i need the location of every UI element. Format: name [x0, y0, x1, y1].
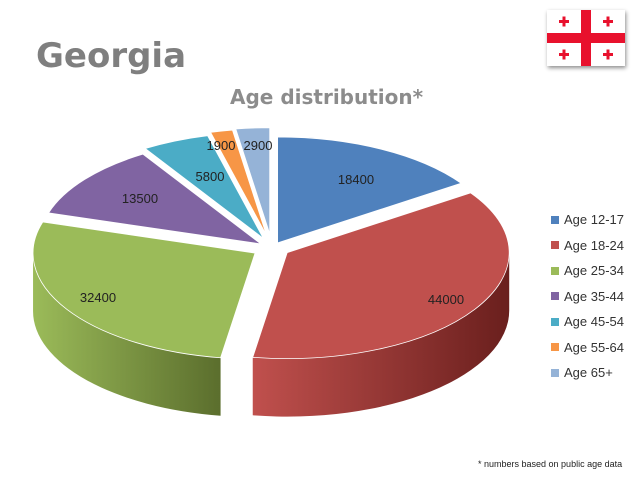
legend-item: Age 35-44	[551, 284, 624, 310]
legend-swatch	[551, 343, 559, 352]
data-label: 2900	[244, 138, 273, 153]
legend-label: Age 45-54	[564, 314, 624, 330]
page-title: Georgia	[36, 36, 187, 76]
flag-small-cross-4-v	[606, 49, 610, 60]
pie-slice-age-45-54	[144, 135, 264, 239]
legend-swatch	[551, 241, 559, 250]
pie-slice-age-25-34	[32, 221, 256, 359]
legend-item: Age 25-34	[551, 258, 624, 284]
legend-swatch	[551, 292, 559, 301]
pie-slice-side-age-25-34	[33, 253, 221, 416]
legend-item: Age 12-17	[551, 207, 624, 233]
legend-label: Age 12-17	[564, 212, 624, 228]
legend-label: Age 18-24	[564, 237, 624, 253]
footnote: * numbers based on public age data	[478, 459, 623, 469]
legend-item: Age 45-54	[551, 309, 624, 335]
legend-swatch	[551, 266, 559, 275]
legend-item: Age 65+	[551, 360, 624, 386]
legend-item: Age 18-24	[551, 233, 624, 259]
data-label: 18400	[338, 172, 374, 187]
georgia-flag	[547, 10, 625, 66]
legend-label: Age 65+	[564, 365, 613, 381]
pie-slice-side-age-18-24	[252, 252, 510, 417]
pie-slice-age-12-17	[277, 136, 462, 244]
legend-label: Age 55-64	[564, 339, 624, 355]
flag-cross-horizontal	[547, 33, 625, 43]
chart-legend: Age 12-17 Age 18-24 Age 25-34 Age 35-44 Age …	[551, 207, 624, 386]
flag-crosses	[547, 10, 625, 66]
flag-small-cross-1-v	[562, 16, 566, 27]
data-label: 5800	[196, 169, 225, 184]
pie-slice-age-65-	[235, 127, 271, 234]
data-label: 1900	[207, 138, 236, 153]
data-label: 44000	[428, 292, 464, 307]
pie-slice-age-55-64	[210, 129, 267, 236]
pie-slice-age-18-24	[252, 192, 510, 359]
legend-swatch	[551, 317, 559, 326]
legend-label: Age 35-44	[564, 288, 624, 304]
legend-item: Age 55-64	[551, 335, 624, 361]
flag-small-cross-2-v	[606, 16, 610, 27]
data-label: 32400	[80, 290, 116, 305]
flag-small-cross-3-v	[562, 49, 566, 60]
legend-swatch	[551, 368, 559, 377]
data-label: 13500	[122, 191, 158, 206]
legend-label: Age 25-34	[564, 263, 624, 279]
chart-title: Age distribution*	[230, 85, 424, 109]
legend-swatch	[551, 215, 559, 224]
pie-slice-age-35-44	[47, 153, 263, 245]
